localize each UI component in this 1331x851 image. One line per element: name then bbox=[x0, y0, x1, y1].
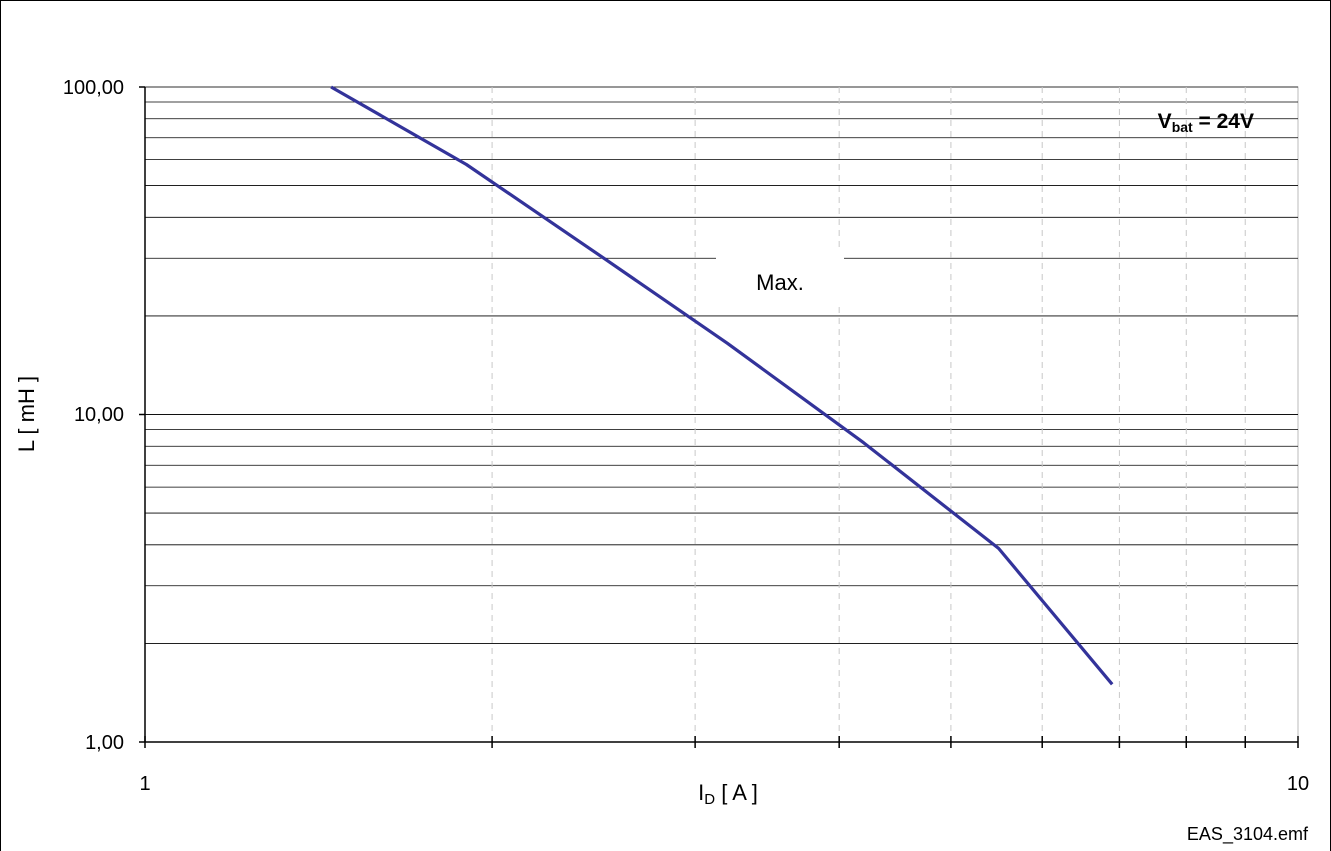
y-gridlines bbox=[145, 86, 1298, 644]
series-layer bbox=[330, 85, 1114, 686]
x-tick-label-max: 10 bbox=[1287, 773, 1309, 795]
y-axis-label: L [ mH ] bbox=[14, 376, 39, 452]
series-label-max: Max. bbox=[756, 270, 804, 295]
series-line-max bbox=[330, 85, 1114, 686]
series-label-backdrop bbox=[716, 250, 844, 306]
x-ticks bbox=[144, 736, 1299, 748]
footer-filename: EAS_3104.emf bbox=[1187, 824, 1309, 845]
y-tick-label-mid: 10,00 bbox=[74, 404, 124, 426]
y-tick-label-max: 100,00 bbox=[63, 77, 124, 99]
y-tick-label-min: 1,00 bbox=[85, 732, 124, 754]
x-axis-label: ID [ A ] bbox=[698, 780, 758, 808]
condition-label: Vbat = 24V bbox=[1158, 110, 1254, 135]
x-tick-label-min: 1 bbox=[139, 773, 150, 795]
y-ticks bbox=[139, 86, 145, 743]
